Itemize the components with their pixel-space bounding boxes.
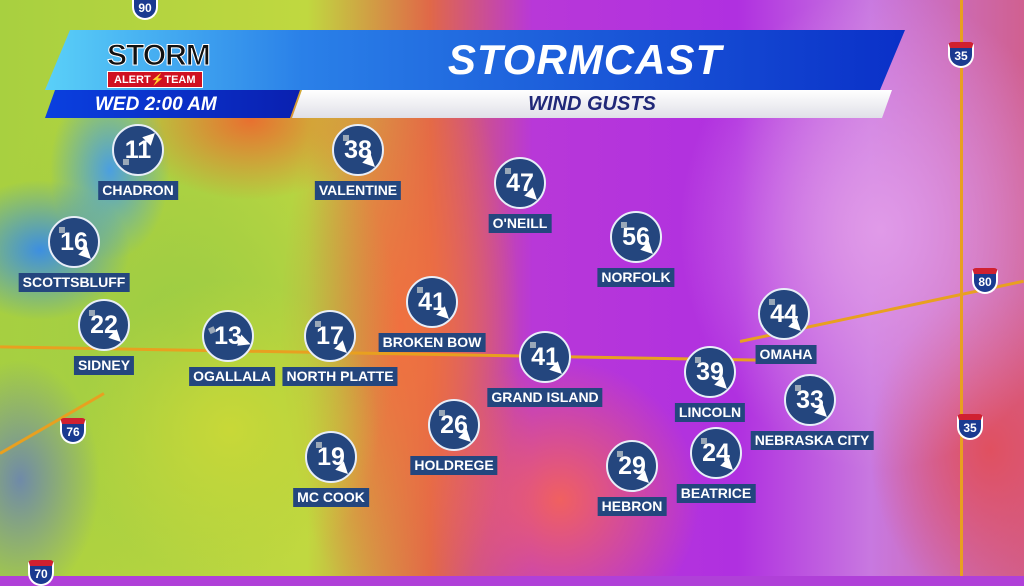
station-label: BROKEN BOW	[378, 333, 486, 352]
station-label: SIDNEY	[73, 356, 135, 375]
wind-origin-diamond-icon	[122, 159, 129, 166]
interstate-76-shield: 76	[60, 418, 86, 444]
station-label: HEBRON	[597, 497, 667, 516]
wind-origin-diamond-icon	[620, 221, 627, 228]
gust-value-circle: 13	[202, 310, 254, 362]
logo-subtext: ALERT⚡TEAM	[107, 71, 203, 88]
gust-value-circle: 41	[406, 276, 458, 328]
storm-alert-team-logo: STORM ALERT⚡TEAM	[107, 39, 212, 88]
station-label: OGALLALA	[189, 367, 275, 386]
gust-value-circle: 44	[758, 288, 810, 340]
station-label: GRAND ISLAND	[487, 388, 603, 407]
gust-value-circle: 33	[784, 374, 836, 426]
logo-text: STORM	[107, 39, 212, 72]
station-label: CHADRON	[98, 181, 178, 200]
wind-origin-diamond-icon	[58, 226, 65, 233]
wind-origin-diamond-icon	[529, 341, 536, 348]
wind-origin-diamond-icon	[438, 409, 445, 416]
station-label: NORFOLK	[597, 268, 675, 287]
wind-origin-diamond-icon	[616, 450, 623, 457]
gust-value-circle: 29	[606, 440, 658, 492]
wind-origin-diamond-icon	[314, 320, 321, 327]
interstate-35-shield-south: 35	[957, 414, 983, 440]
gust-value-circle: 17	[304, 310, 356, 362]
station-label: LINCOLN	[674, 403, 746, 422]
gust-value-circle: 47	[494, 157, 546, 209]
wind-origin-diamond-icon	[315, 441, 322, 448]
gust-value-circle: 24	[690, 427, 742, 479]
station-label: NEBRASKA CITY	[750, 431, 874, 450]
station-label: OMAHA	[755, 345, 817, 364]
gust-value-circle: 41	[519, 331, 571, 383]
wind-origin-diamond-icon	[416, 286, 423, 293]
wind-origin-diamond-icon	[88, 309, 95, 316]
wind-origin-diamond-icon	[694, 356, 701, 363]
map-subtitle: WIND GUSTS	[292, 90, 892, 118]
page-title: STORMCAST	[447, 36, 723, 83]
station-label: BEATRICE	[676, 484, 756, 503]
interstate-35-road	[960, 0, 963, 576]
interstate-90-shield: 90	[132, 0, 158, 20]
interstate-35-shield: 35	[948, 42, 974, 68]
station-label: O'NEILL	[488, 214, 552, 233]
interstate-76-road	[0, 392, 105, 455]
gust-value-circle: 11	[112, 124, 164, 176]
gust-value-circle: 26	[428, 399, 480, 451]
interstate-80-shield: 80	[972, 268, 998, 294]
interstate-70-shield: 70	[28, 560, 54, 586]
gust-value-circle: 16	[48, 216, 100, 268]
station-label: NORTH PLATTE	[282, 367, 398, 386]
station-label: HOLDREGE	[410, 456, 498, 475]
forecast-time: WED 2:00 AM	[45, 90, 300, 118]
gust-value-circle: 19	[305, 431, 357, 483]
header-banner: STORM ALERT⚡TEAM STORMCAST	[45, 30, 905, 90]
wind-origin-diamond-icon	[700, 437, 707, 444]
station-label: SCOTTSBLUFF	[18, 273, 130, 292]
station-label: VALENTINE	[314, 181, 402, 200]
gust-value-circle: 56	[610, 211, 662, 263]
gust-value-circle: 22	[78, 299, 130, 351]
gust-value-circle: 39	[684, 346, 736, 398]
station-label: MC COOK	[293, 488, 369, 507]
gust-value-circle: 38	[332, 124, 384, 176]
wind-origin-diamond-icon	[342, 134, 349, 141]
wind-origin-diamond-icon	[794, 384, 801, 391]
wind-origin-diamond-icon	[768, 298, 775, 305]
wind-origin-diamond-icon	[504, 167, 511, 174]
